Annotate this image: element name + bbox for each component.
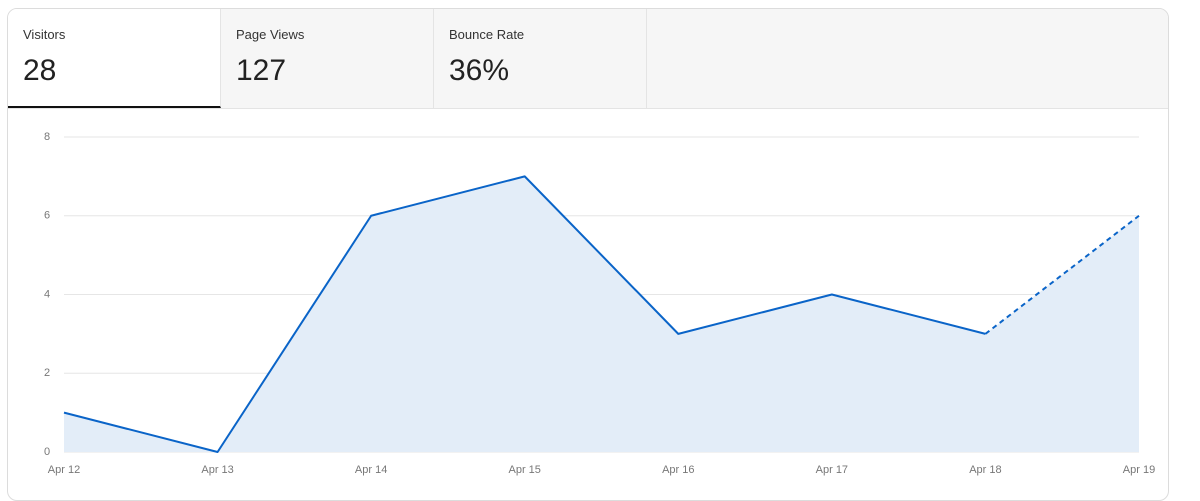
tab[interactable]: Page Views 127 (221, 9, 434, 108)
tab[interactable]: Bounce Rate 36% (434, 9, 647, 108)
x-tick-label: Apr 17 (816, 464, 848, 476)
y-tick-label: 0 (44, 446, 50, 458)
tab-value: 28 (23, 54, 57, 87)
tab-value: 127 (236, 54, 287, 87)
x-tick-label: Apr 13 (201, 464, 233, 476)
y-tick-label: 6 (44, 210, 50, 222)
tab-label: Page Views (236, 27, 305, 42)
tab-label: Bounce Rate (449, 27, 525, 42)
x-tick-label: Apr 16 (662, 464, 694, 476)
tab-bar: Visitors 28 Page Views 127 Bounce Rate 36% (8, 9, 1168, 109)
tab-label: Visitors (23, 27, 66, 42)
tab[interactable]: Visitors 28 (8, 9, 221, 108)
x-tick-label: Apr 19 (1123, 464, 1155, 476)
y-tick-label: 2 (44, 367, 50, 379)
area (64, 176, 1139, 452)
x-tick-label: Apr 14 (355, 464, 387, 476)
x-tick-label: Apr 18 (969, 464, 1001, 476)
x-tick-label: Apr 12 (48, 464, 80, 476)
tab-value: 36% (449, 54, 510, 87)
y-tick-label: 4 (44, 288, 50, 300)
y-tick-label: 8 (44, 131, 50, 143)
x-tick-label: Apr 15 (509, 464, 541, 476)
line (63, 175, 986, 453)
stats-card: Visitors 28 Page Views 127 Bounce Rate 36% (7, 8, 1169, 501)
